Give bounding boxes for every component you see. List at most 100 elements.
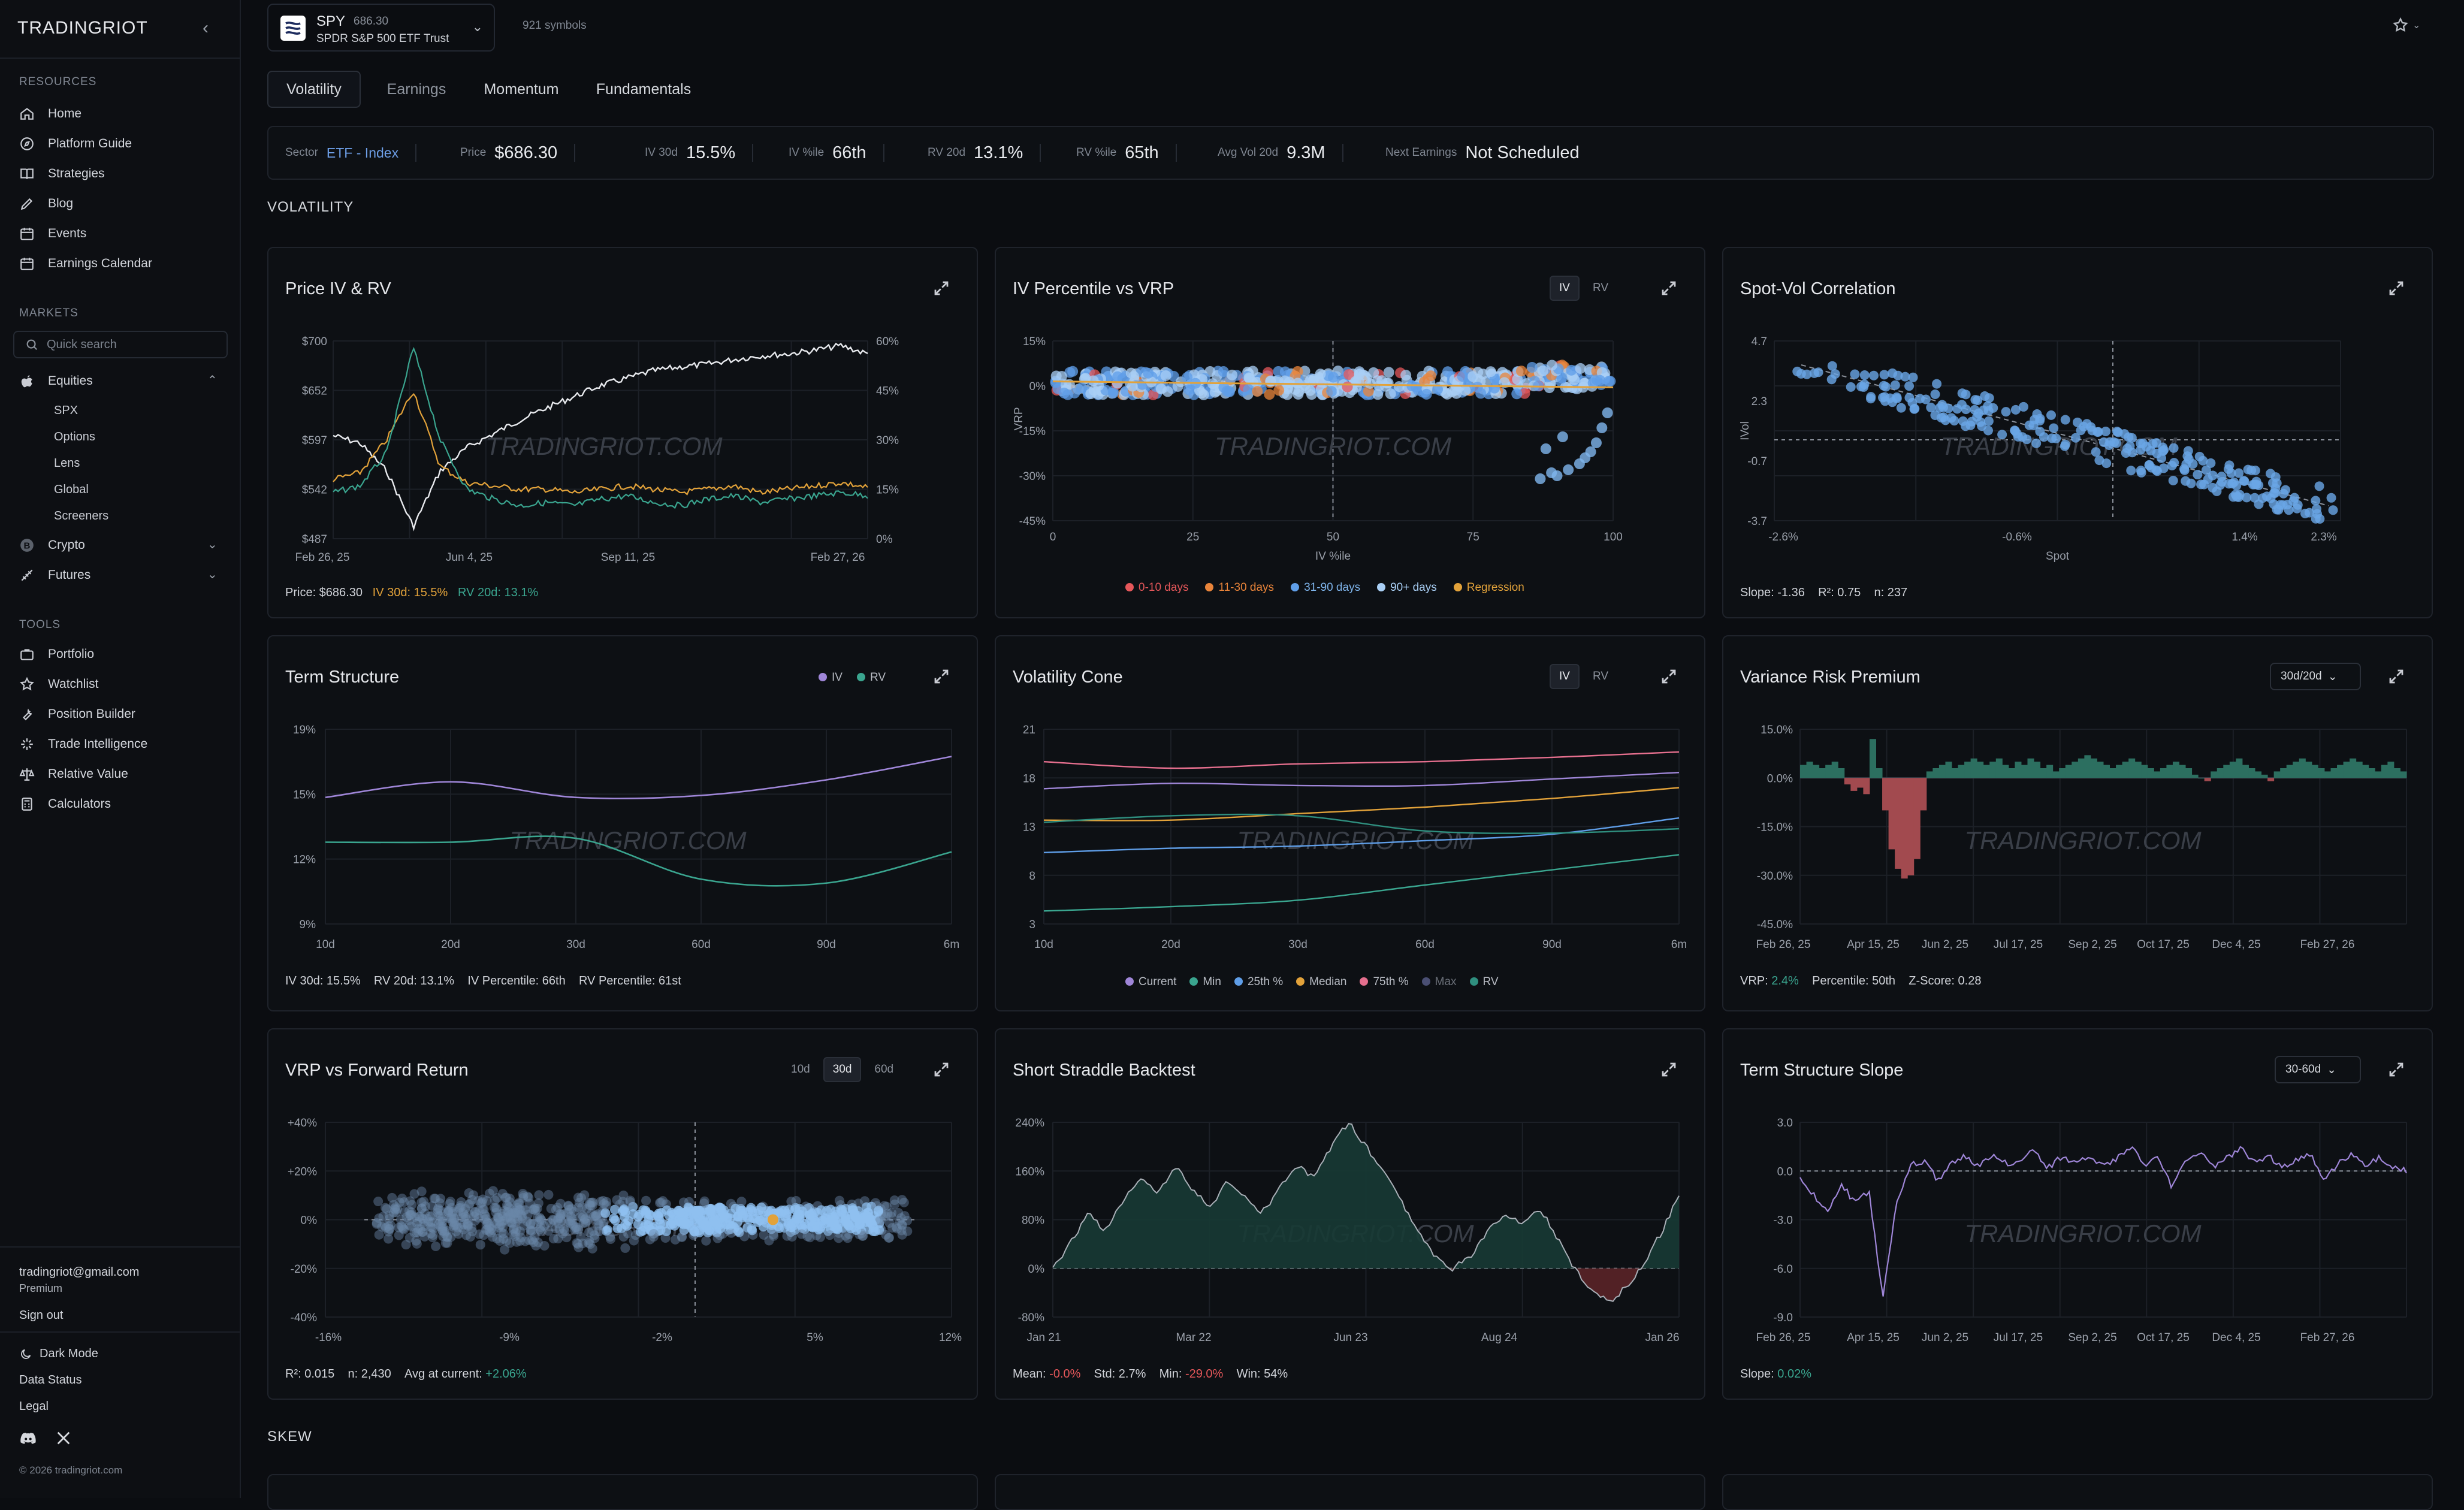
expand-icon[interactable] — [2387, 668, 2405, 685]
sidebar-item-futures[interactable]: Futures — [19, 564, 90, 586]
sidebar-item-portfolio[interactable]: Portfolio — [19, 644, 94, 665]
sidebar-item-calculators[interactable]: Calculators — [19, 793, 111, 815]
legend-item[interactable]: RV — [856, 671, 886, 684]
toggle-rv[interactable]: RV — [1592, 670, 1609, 682]
data-point — [2060, 441, 2070, 451]
expand-icon[interactable] — [932, 279, 950, 297]
toggle-30d[interactable]: 30d — [823, 1057, 862, 1082]
toggle-rv[interactable]: RV — [1592, 282, 1609, 294]
sidebar-item-relative-value[interactable]: Relative Value — [19, 763, 128, 785]
legend-item[interactable]: Median — [1296, 976, 1346, 989]
chevron-down-icon[interactable]: ⌄ — [207, 568, 218, 581]
chart-legend: 0-10 days 11-30 days 31-90 days 90+ days… — [1125, 581, 1524, 594]
window-dropdown[interactable]: 30d/20d ⌄ — [2270, 663, 2361, 690]
sign-out-link[interactable]: Sign out — [19, 1309, 64, 1322]
expand-icon[interactable] — [1660, 279, 1678, 297]
vrp-forward-chart[interactable]: +40%+20%0%-20%-40%-16%-9%-2%5%12%TRADING… — [268, 1029, 979, 1401]
sidebar-item-earnings-calendar[interactable]: Earnings Calendar — [19, 253, 152, 274]
iv-percentile-vrp-chart[interactable]: 15% 0% -15% -30% -45% 0 25 50 75 100 IV %ile VRP TRA… — [996, 248, 1707, 620]
data-point — [625, 1197, 635, 1207]
chevron-down-icon[interactable]: ⌄ — [207, 538, 218, 551]
straddle-chart[interactable]: 240% 160% 80% 0% -80% Jan 21 Mar 22 Jun 23 Aug 2… — [996, 1029, 1707, 1401]
legend-item[interactable]: Current — [1125, 976, 1176, 989]
toggle-iv[interactable]: IV — [1550, 664, 1580, 689]
legal-link[interactable]: Legal — [19, 1400, 49, 1413]
spot-vol-chart[interactable]: 4.7 2.3 -0.7 -3.7-2.6% -0.6% 1.4% 2.3% Spot IVol… — [1723, 248, 2434, 620]
data-point — [763, 1206, 774, 1216]
sidebar-item-home[interactable]: Home — [19, 103, 81, 125]
discord-icon[interactable] — [19, 1430, 37, 1448]
tab-momentum[interactable]: Momentum — [484, 80, 559, 98]
vrp-bar — [2072, 762, 2079, 778]
sidebar-item-events[interactable]: Events — [19, 223, 86, 244]
sidebar-item-position-builder[interactable]: Position Builder — [19, 703, 135, 725]
expand-icon[interactable] — [932, 668, 950, 685]
legend-item[interactable]: 11-30 days — [1205, 581, 1274, 594]
x-twitter-icon[interactable] — [55, 1430, 72, 1446]
legend-item[interactable]: Regression — [1453, 581, 1524, 594]
legend-item[interactable]: IV — [819, 671, 843, 684]
brand-logo[interactable]: TRADINGRIOT — [17, 18, 148, 38]
expand-icon[interactable] — [1660, 668, 1678, 685]
data-point — [1575, 363, 1586, 374]
legend-item[interactable]: 25th % — [1234, 976, 1283, 989]
sidebar-subitem-global[interactable]: Global — [54, 483, 89, 496]
legend-item[interactable]: 0-10 days — [1125, 581, 1188, 594]
stat-next-earnings: Next Earnings Not Scheduled — [1385, 127, 1580, 179]
sidebar-subitem-options[interactable]: Options — [54, 430, 95, 443]
toggle-10d[interactable]: 10d — [791, 1063, 810, 1076]
data-point — [392, 1204, 403, 1214]
toggle-iv[interactable]: IV — [1550, 276, 1580, 301]
sidebar-item-strategies[interactable]: Strategies — [19, 163, 105, 185]
data-point — [416, 1197, 427, 1207]
data-status-link[interactable]: Data Status — [19, 1373, 82, 1387]
quick-search-input[interactable]: Quick search — [13, 331, 228, 358]
price-iv-rv-chart[interactable]: $700 $652 $597 $542 $487 60% 45% 30% 15% 0% Feb 26… — [268, 248, 979, 620]
expand-icon[interactable] — [2387, 279, 2405, 297]
sidebar-item-blog[interactable]: Blog — [19, 193, 73, 215]
dark-mode-toggle[interactable]: Dark Mode — [19, 1347, 98, 1361]
data-point — [433, 1203, 443, 1213]
ts-slope-chart[interactable]: 3.0 0.0 -3.0 -6.0 -9.0 Feb 26, 25 Apr 15, 25 Ju… — [1723, 1029, 2434, 1401]
spread-dropdown[interactable]: 30-60d ⌄ — [2275, 1056, 2361, 1083]
expand-icon[interactable] — [932, 1061, 950, 1079]
legend-item[interactable]: 90+ days — [1377, 581, 1437, 594]
legend-item[interactable]: 75th % — [1360, 976, 1409, 989]
sidebar-subitem-spx[interactable]: SPX — [54, 404, 78, 417]
sector-link[interactable]: ETF - Index — [326, 144, 399, 161]
sidebar-item-platform-guide[interactable]: Platform Guide — [19, 133, 132, 155]
tab-earnings[interactable]: Earnings — [386, 80, 446, 98]
sidebar-subitem-screeners[interactable]: Screeners — [54, 509, 109, 523]
vrp-chart[interactable]: 15.0% 0.0% -15.0% -30.0% -45.0% Feb 26, 25 Apr… — [1723, 636, 2434, 1013]
legend-item[interactable]: 31-90 days — [1291, 581, 1360, 594]
sidebar-item-equities[interactable]: Equities — [19, 370, 93, 392]
tab-volatility[interactable]: Volatility — [267, 71, 361, 108]
collapse-sidebar-icon[interactable]: ‹ — [203, 18, 209, 38]
sidebar-item-trade-intelligence[interactable]: Trade Intelligence — [19, 733, 147, 755]
data-point — [381, 1203, 391, 1213]
data-point — [1988, 403, 1998, 413]
data-point — [425, 1211, 435, 1221]
data-point — [412, 1216, 422, 1227]
favorite-button[interactable]: ⌄ — [2392, 17, 2420, 34]
term-structure-chart[interactable]: 19% 15% 12% 9%10d 20d 30d 60d 90d 6m TRADINGRIOT.… — [268, 636, 979, 1013]
data-point — [534, 1190, 544, 1200]
legend-item[interactable]: Min — [1189, 976, 1221, 989]
chevron-up-icon[interactable]: ⌃ — [207, 374, 218, 387]
legend-item[interactable]: Max — [1421, 976, 1457, 989]
expand-icon[interactable] — [1660, 1061, 1678, 1079]
y-tick-label: 13 — [1023, 822, 1035, 834]
data-point — [469, 1212, 479, 1222]
ticker-selector[interactable]: SPY 686.30 SPDR S&P 500 ETF Trust ⌄ — [267, 4, 495, 52]
data-point — [1590, 437, 1602, 448]
card-title: VRP vs Forward Return — [285, 1061, 469, 1080]
toggle-60d[interactable]: 60d — [874, 1063, 894, 1076]
sidebar-item-watchlist[interactable]: Watchlist — [19, 674, 98, 695]
sidebar-subitem-lens[interactable]: Lens — [54, 457, 80, 470]
data-point — [473, 1213, 484, 1223]
tab-fundamentals[interactable]: Fundamentals — [596, 80, 692, 98]
expand-icon[interactable] — [2387, 1061, 2405, 1079]
legend-item[interactable]: RV — [1469, 976, 1499, 989]
sidebar-item-crypto[interactable]: B Crypto — [19, 534, 85, 556]
